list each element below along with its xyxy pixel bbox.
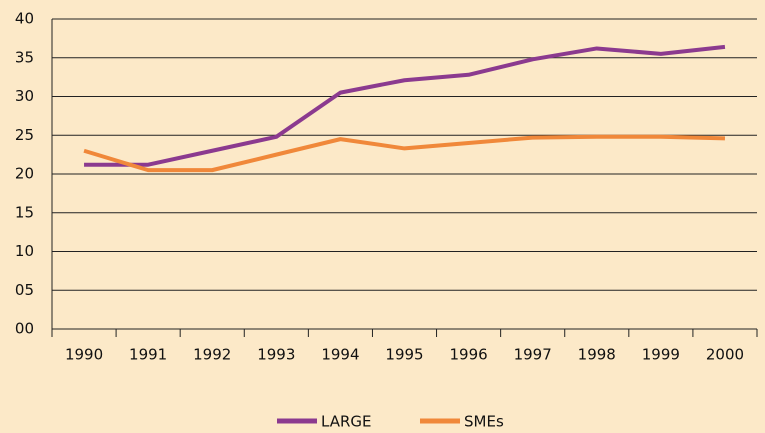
y-tick-label: 05 [15,281,34,299]
y-tick-label: 00 [15,320,34,338]
x-tick-label: 1999 [642,346,680,364]
y-tick-label: 15 [15,203,34,221]
x-tick-label: 1998 [578,346,616,364]
line-series [84,44,726,167]
y-tick-label: 20 [15,165,34,183]
y-tick-label: 25 [15,126,34,144]
y-tick-label: 35 [15,48,34,66]
x-tick-label: 1991 [129,346,167,364]
legend-label: SMEs [464,413,504,431]
x-tick-label: 1997 [514,346,552,364]
x-tick-label: 1990 [65,346,103,364]
x-tick-label: 1995 [385,346,423,364]
x-tick-label: 1996 [449,346,487,364]
x-tick-label: 2000 [706,346,744,364]
y-tick-label: 10 [15,242,34,260]
y-tick-label: 30 [15,87,34,105]
line-series [83,134,726,173]
legend-label: LARGE [321,413,372,431]
x-tick-label: 1994 [321,346,359,364]
x-tick-label: 1992 [193,346,231,364]
y-tick-label: 40 [15,10,34,28]
x-tick-label: 1993 [257,346,295,364]
